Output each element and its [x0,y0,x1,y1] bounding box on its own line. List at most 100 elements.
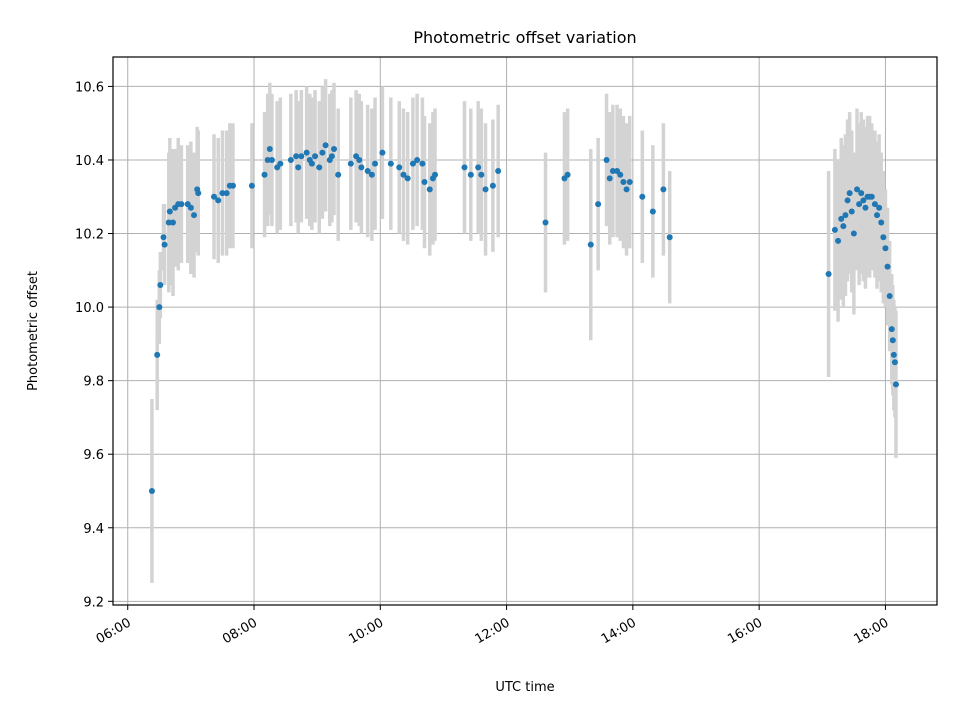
x-axis-ticks: 06:00 08:00 10:00 12:00 14:00 16:00 18:00 [94,605,891,647]
data-point [166,208,173,215]
data-point [316,164,323,171]
data-point [266,145,273,152]
data-point [264,156,271,163]
data-point [287,156,294,163]
x-axis-label: UTC time [495,680,554,695]
data-point [328,153,335,160]
data-point [880,234,887,241]
y-tick-label: 10.6 [75,80,104,95]
data-point [888,326,895,333]
data-point [404,175,411,182]
plot-frame [112,56,938,606]
data-point [884,263,891,270]
data-point [277,160,284,167]
data-point [882,245,889,252]
data-point [639,193,646,200]
y-tick-label: 10.4 [75,154,104,169]
data-point [215,197,222,204]
data-point [295,164,302,171]
data-point [461,164,468,171]
data-point [379,149,386,156]
data-point [889,337,896,344]
y-tick-label: 10.0 [75,301,104,316]
data-point [475,164,482,171]
data-point [868,193,875,200]
data-point [195,190,202,197]
data-point [161,241,168,248]
data-point [890,351,897,358]
data-point [856,201,863,208]
data-point [178,201,185,208]
y-tick-label: 9.6 [83,448,104,463]
data-point [358,164,365,171]
data-point [886,293,893,300]
data-point [298,153,305,160]
data-point [871,201,878,208]
data-point [223,190,230,197]
data-point [387,160,394,167]
data-point [335,171,342,178]
data-point [495,168,502,175]
data-point [858,190,865,197]
data-point [878,219,885,226]
x-tick-label: 18:00 [851,615,891,647]
data-point [319,149,326,156]
data-points [148,142,899,494]
data-point [347,160,354,167]
data-point [293,153,300,160]
data-point [372,160,379,167]
data-point [165,219,172,226]
data-point [478,171,485,178]
data-point [603,156,610,163]
data-point [421,179,428,186]
data-point [825,270,832,277]
data-point [312,153,319,160]
y-axis-label: Photometric offset [26,271,41,391]
x-tick-label: 08:00 [220,615,260,647]
data-point [364,168,371,175]
data-point [426,186,433,193]
data-point [848,208,855,215]
data-point [308,160,315,167]
data-point [248,182,255,189]
data-point [617,171,624,178]
data-point [835,237,842,244]
data-point [609,168,616,175]
data-point [854,186,861,193]
x-tick-label: 06:00 [94,615,134,647]
data-point [396,164,403,171]
data-point [564,171,571,178]
data-point [169,219,176,226]
data-point [860,197,867,204]
data-point [542,219,549,226]
data-point [303,149,310,156]
data-point [666,234,673,241]
data-point [148,487,155,494]
data-point [322,142,329,149]
data-point [489,182,496,189]
data-point [482,186,489,193]
data-point [660,186,667,193]
x-tick-label: 16:00 [725,615,765,647]
data-point [862,204,869,211]
data-point [595,201,602,208]
data-point [626,179,633,186]
data-point [623,186,630,193]
x-tick-label: 12:00 [473,615,513,647]
data-point [268,156,275,163]
y-tick-label: 9.2 [83,595,104,610]
data-point [330,145,337,152]
chart-title: Photometric offset variation [413,28,636,47]
grid [113,57,937,605]
data-point [211,193,218,200]
data-point [876,204,883,211]
data-point [229,182,236,189]
y-axis-ticks: 9.2 9.4 9.6 9.8 10.0 10.2 10.4 10.6 [75,80,113,610]
data-point [892,381,899,388]
y-tick-label: 9.8 [83,375,104,390]
data-point [261,171,268,178]
data-point [850,230,857,237]
data-point [356,156,363,163]
data-point [620,179,627,186]
